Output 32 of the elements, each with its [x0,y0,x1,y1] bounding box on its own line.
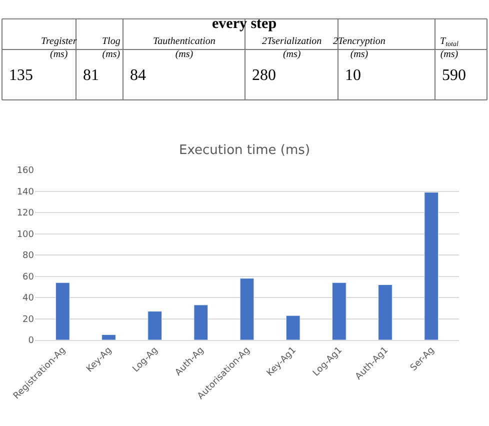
text: 135 [9,67,33,84]
text: every step [212,16,277,32]
y-tick-label: 120 [16,208,34,219]
text: 81 [83,67,99,84]
text: 2Tserialization (ms) [262,36,322,60]
y-tick-label: 20 [22,314,34,325]
bar [148,311,162,340]
text: Tlog (ms) [102,36,121,60]
y-tick-label: 0 [28,336,34,346]
text: 2Tencryption (ms) [333,36,386,60]
text: Tregister (ms) [41,36,77,60]
y-tick-label: 80 [22,251,34,262]
y-tick-label: 60 [22,272,34,282]
bar [55,282,70,340]
text: T$_{total}$ (ms) [440,36,459,60]
y-tick-label: 40 [22,294,34,304]
text: 84 [130,67,146,84]
y-tick-label: 160 [16,166,34,176]
bar [102,334,116,340]
y-tick-label: 140 [16,187,34,198]
bar [286,315,300,340]
text: 590 [442,67,466,84]
bar [194,304,208,340]
bar [240,278,254,340]
y-tick-label: 100 [16,230,34,240]
bar [378,284,392,340]
text: 280 [252,67,276,84]
bar [332,282,346,340]
text: Tauthentication (ms) [153,36,216,60]
text: 10 [345,67,361,84]
chart-title: Execution time (ms) [179,143,310,158]
bar [424,192,439,340]
